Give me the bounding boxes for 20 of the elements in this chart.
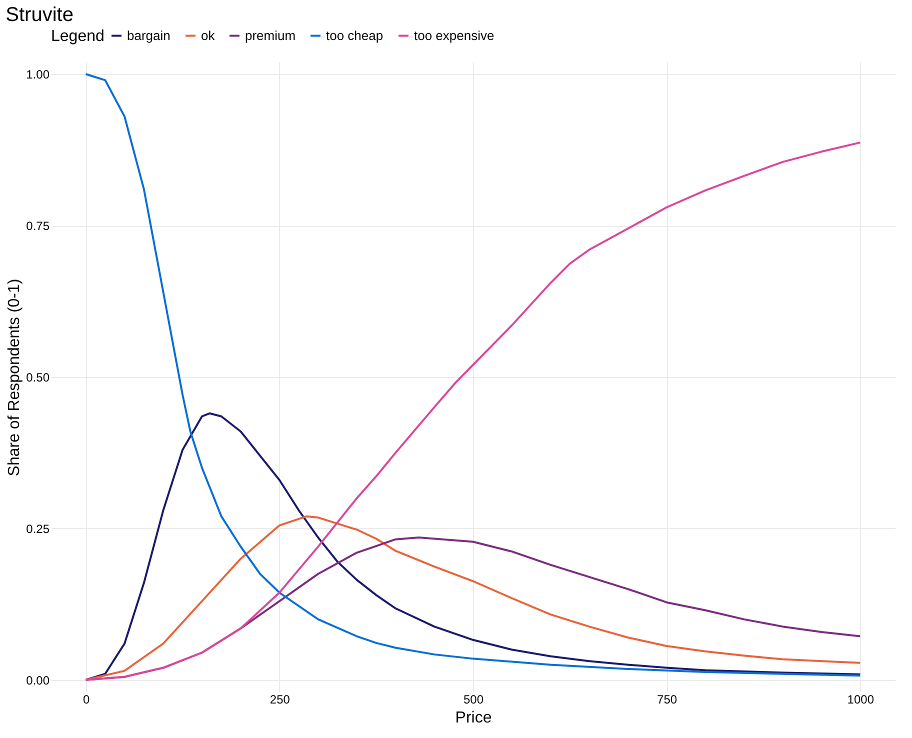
y-tick-label: 0.25 xyxy=(26,522,50,536)
chart-title: Struvite xyxy=(6,4,74,26)
y-tick-label: 0.75 xyxy=(26,219,50,234)
x-tick-label: 500 xyxy=(463,692,484,706)
legend-title: Legend xyxy=(51,28,104,45)
x-axis-title: Price xyxy=(455,710,492,726)
y-tick-label: 0.00 xyxy=(26,673,50,688)
legend-label: bargain xyxy=(127,28,170,43)
legend-label: premium xyxy=(245,28,296,43)
legend-label: too expensive xyxy=(414,28,494,43)
line-series xyxy=(84,412,862,681)
y-axis-title: Share of Respondents (0-1) xyxy=(6,278,24,476)
legend-label: too cheap xyxy=(326,28,384,43)
x-tick-label: 0 xyxy=(83,692,90,706)
x-tick-label: 1000 xyxy=(847,692,874,706)
y-tick-label: 0.50 xyxy=(26,370,50,384)
x-tick-label: 750 xyxy=(657,692,678,706)
x-tick-label: 250 xyxy=(270,692,290,706)
y-tick-label: 1.00 xyxy=(26,68,50,82)
legend-label: ok xyxy=(201,28,216,43)
